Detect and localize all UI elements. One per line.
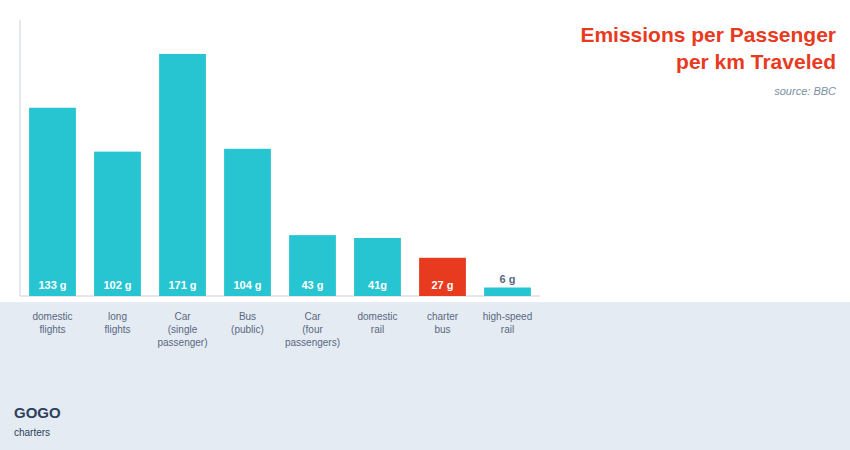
data-label: 41g	[368, 279, 387, 291]
bar	[289, 235, 336, 296]
data-label: 102 g	[103, 279, 131, 291]
category-labels: domesticflights longflights Car(singlepass…	[32, 311, 532, 348]
category-label: domesticflights	[32, 311, 72, 335]
data-label: 171 g	[168, 279, 196, 291]
bar	[224, 149, 271, 296]
bottom-band	[0, 302, 850, 450]
bars	[29, 54, 531, 296]
data-label: 104 g	[233, 279, 261, 291]
title: Emissions per Passengerper km Traveled	[580, 23, 836, 73]
category-label: charterbus	[427, 311, 459, 335]
source: source: BBC	[774, 85, 836, 97]
category-label: Car(singlepassenger)	[157, 311, 207, 348]
category-label: Car(fourpassengers)	[285, 311, 340, 348]
category-label: high-speedrail	[483, 311, 532, 335]
category-label: Bus(public)	[231, 311, 264, 335]
category-label: domesticrail	[357, 311, 397, 335]
category-label: longflights	[104, 311, 130, 335]
data-label: 43 g	[301, 279, 323, 291]
data-labels: 133 g 102 g 171 g 104 g 43 g 41g 27 g 6 g	[38, 273, 515, 291]
bar	[94, 152, 141, 296]
y-axis-line	[20, 20, 21, 296]
data-label: 6 g	[500, 273, 516, 285]
logo: GOGO	[14, 404, 61, 421]
bar	[159, 54, 206, 296]
bar	[484, 288, 531, 296]
bar	[354, 238, 401, 296]
data-label: 133 g	[38, 279, 66, 291]
logo-subtitle: charters	[14, 427, 50, 438]
bar	[419, 258, 466, 296]
data-label: 27 g	[431, 279, 453, 291]
chart: 133 g 102 g 171 g 104 g 43 g 41g 27 g 6 g domest…	[0, 0, 850, 450]
bar	[29, 108, 76, 296]
